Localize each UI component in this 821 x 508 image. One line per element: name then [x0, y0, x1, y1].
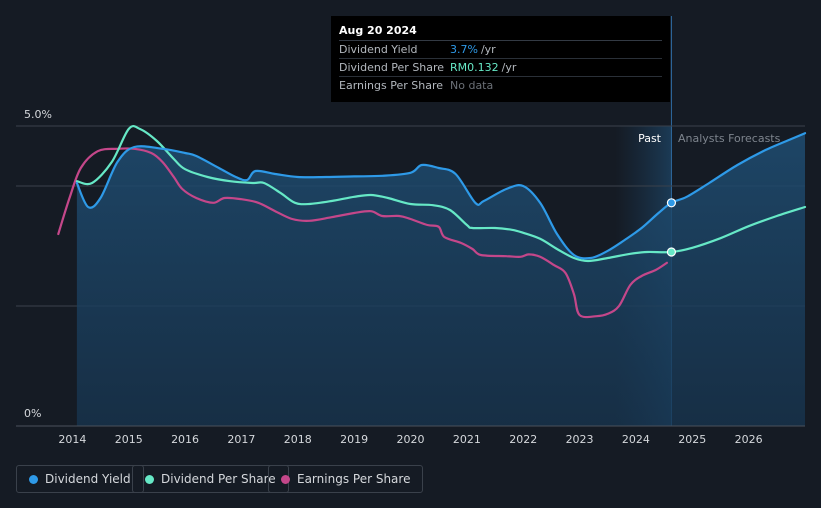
x-tick-label: 2014: [58, 433, 86, 446]
legend-dividend-yield[interactable]: Dividend Yield: [16, 465, 144, 493]
tooltip-label: Dividend Per Share: [339, 61, 445, 74]
x-tick-label: 2016: [171, 433, 199, 446]
x-tick-label: 2026: [735, 433, 763, 446]
tooltip-value: RM0.132: [450, 61, 499, 74]
past-label: Past: [638, 132, 662, 145]
y-tick-label: 5.0%: [24, 108, 52, 121]
dividend-per-share-marker: [666, 247, 677, 257]
x-tick-label: 2024: [622, 433, 650, 446]
x-tick-label: 2021: [453, 433, 481, 446]
legend-label: Dividend Yield: [45, 472, 131, 486]
tooltip-row-dividend-per-share: Dividend Per Share RM0.132 /yr: [339, 59, 662, 77]
dividend-yield-marker: [666, 198, 677, 208]
x-tick-label: 2018: [284, 433, 312, 446]
tooltip-value: 3.7%: [450, 43, 478, 56]
x-tick-label: 2025: [678, 433, 706, 446]
legend-dot-icon: [29, 474, 38, 484]
legend-dividend-per-share[interactable]: Dividend Per Share: [132, 465, 289, 493]
tooltip-date: Aug 20 2024: [339, 22, 662, 41]
earnings-per-share-line: [57, 147, 668, 319]
legend-dot-icon: [145, 474, 154, 484]
tooltip-unit: /yr: [480, 43, 496, 56]
x-tick-label: 2017: [227, 433, 255, 446]
x-tick-label: 2020: [397, 433, 425, 446]
legend-earnings-per-share[interactable]: Earnings Per Share: [268, 465, 424, 493]
dividend-yield-area: [76, 133, 805, 426]
tooltip: Aug 20 2024 Dividend Yield 3.7% /yr Divi…: [331, 16, 670, 102]
legend-label: Earnings Per Share: [297, 472, 411, 486]
tooltip-label: Dividend Yield: [339, 43, 418, 56]
x-tick-label: 2022: [509, 433, 537, 446]
x-tick-label: 2019: [340, 433, 368, 446]
tooltip-row-earnings-per-share: Earnings Per Share No data: [339, 77, 662, 94]
tooltip-label: Earnings Per Share: [339, 79, 444, 92]
tooltip-unit: /yr: [501, 61, 517, 74]
x-tick-label: 2023: [566, 433, 594, 446]
x-tick-label: 2015: [115, 433, 143, 446]
legend-label: Dividend Per Share: [161, 472, 276, 486]
legend-dot-icon: [281, 474, 290, 484]
forecast-label: Analysts Forecasts: [678, 132, 781, 145]
tooltip-value: No data: [450, 79, 494, 92]
dividend-per-share-line: [75, 124, 807, 263]
tooltip-row-dividend-yield: Dividend Yield 3.7% /yr: [339, 41, 662, 59]
dividend-yield-line: [75, 132, 807, 260]
y-tick-label: 0%: [24, 407, 41, 420]
